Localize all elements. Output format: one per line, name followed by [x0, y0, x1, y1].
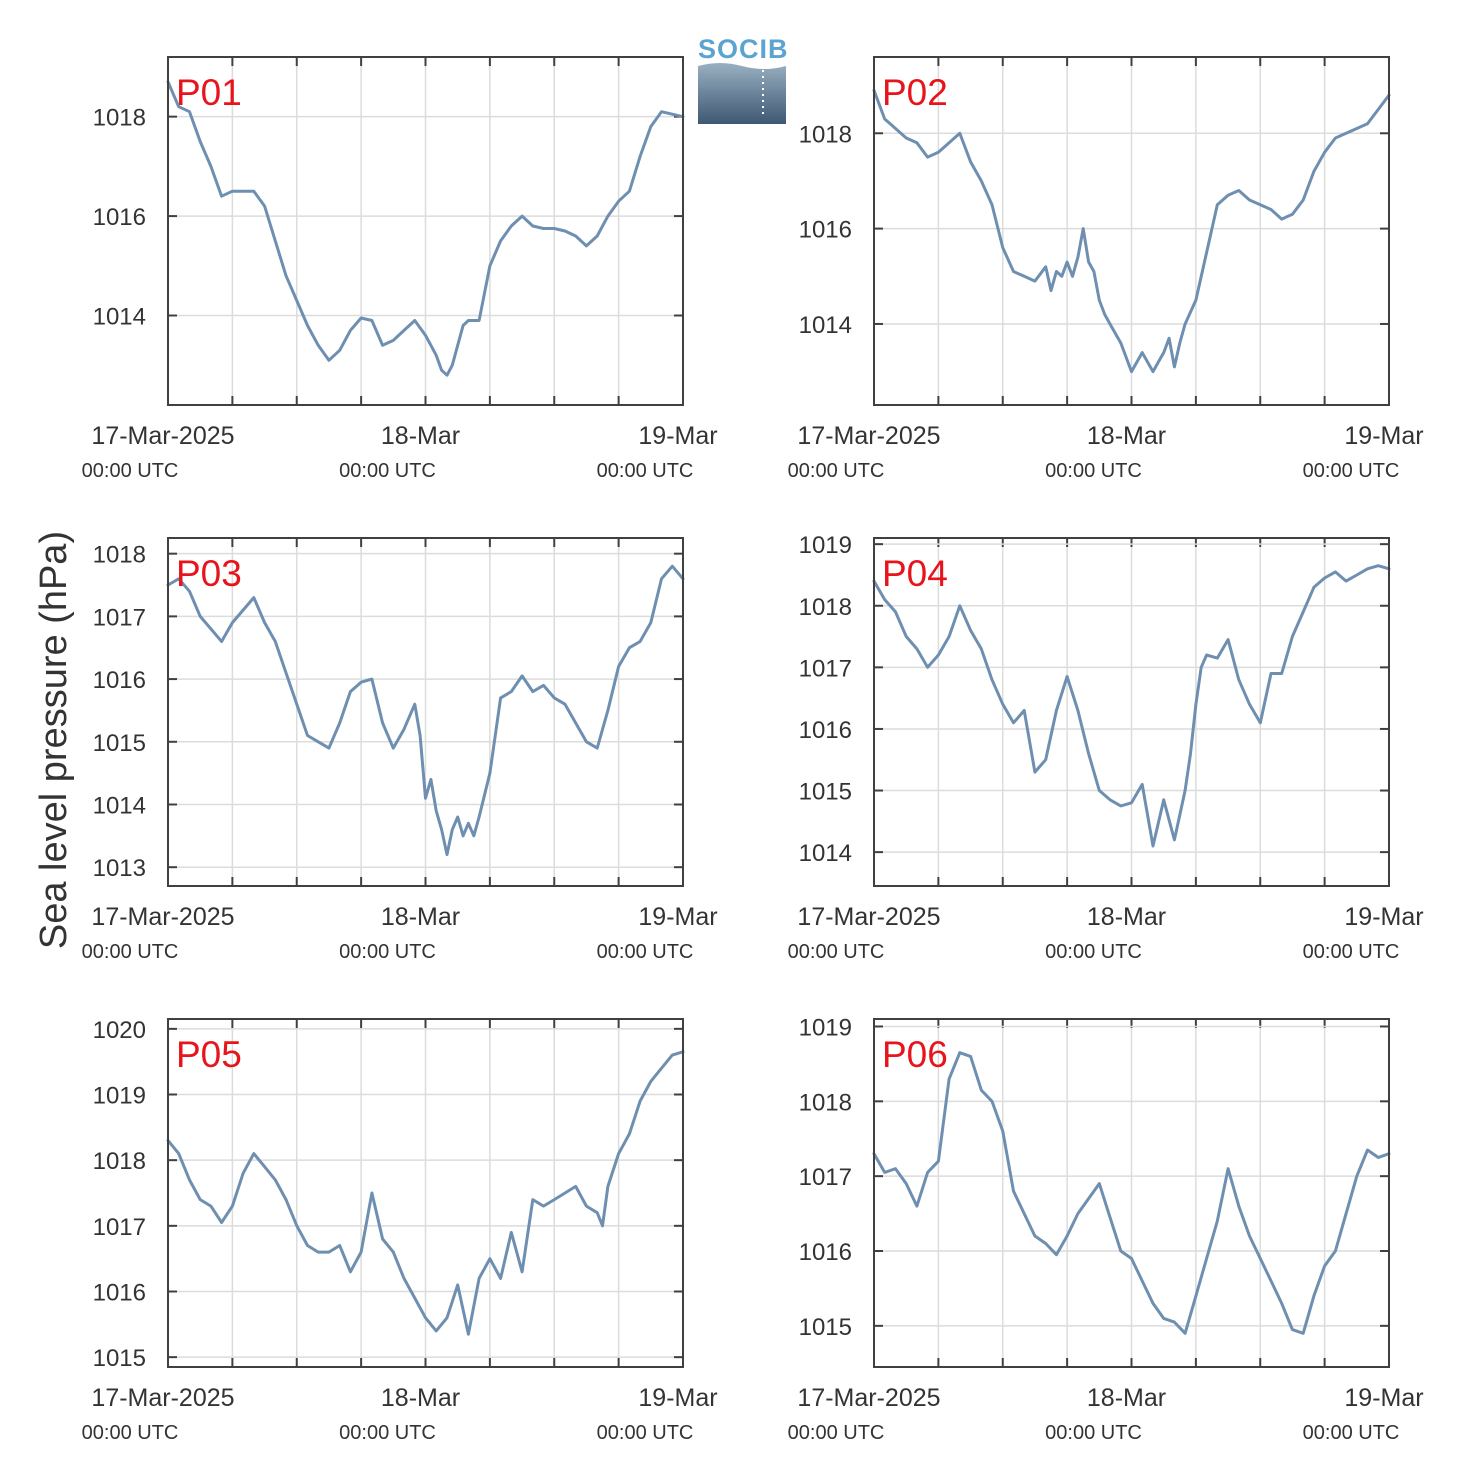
x-tick-time-label: 00:00 UTC — [1303, 1422, 1400, 1444]
x-tick-time-label: 00:00 UTC — [82, 941, 179, 963]
x-tick-date-label: 18-Mar — [381, 903, 460, 931]
panel-p02: 1014 1016 1018 P02 17-Mar-2025 00:00 UTC 18-Ma… — [788, 56, 1424, 482]
axes-frame — [873, 1018, 1390, 1368]
x-tick-time-label: 00:00 UTC — [788, 1422, 885, 1444]
x-tick-time-label: 00:00 UTC — [1045, 460, 1142, 482]
logo-text: SOCIB — [698, 34, 789, 64]
panel-title: P04 — [882, 553, 948, 594]
x-tick-time-label: 00:00 UTC — [82, 460, 179, 482]
y-tick-label: 1017 — [93, 604, 146, 631]
x-tick-time-label: 00:00 UTC — [339, 941, 436, 963]
x-tick-date-label: 19-Mar — [1344, 903, 1423, 931]
y-tick-label: 1017 — [93, 1214, 146, 1241]
y-axis-label: Sea level pressure (hPa) — [33, 531, 75, 949]
y-tick-label: 1019 — [799, 1014, 852, 1041]
axes-frame — [167, 537, 684, 887]
y-tick-label: 1016 — [799, 217, 852, 244]
y-tick-label: 1016 — [799, 1239, 852, 1266]
y-tick-label: 1020 — [93, 1017, 146, 1044]
panel-p03: 1013 1014 1015 1016 1017 1018 P03 17-Mar-2025 00… — [82, 537, 718, 963]
y-tick-label: 1018 — [799, 121, 852, 148]
axes-frame — [873, 537, 1390, 887]
x-tick-date-label: 18-Mar — [1087, 422, 1166, 450]
logo-wave-icon — [698, 63, 786, 124]
series-line — [872, 1051, 1391, 1335]
x-tick-date-label: 18-Mar — [381, 1384, 460, 1412]
panel-p06: 1015 1016 1017 1018 1019 P06 17-Mar-2025 00:00 … — [788, 1014, 1424, 1444]
series-line — [166, 1050, 685, 1336]
panel-title: P03 — [176, 553, 242, 594]
x-tick-date-label: 18-Mar — [1087, 903, 1166, 931]
x-tick-date-label: 17-Mar-2025 — [797, 1384, 940, 1412]
x-tick-time-label: 00:00 UTC — [788, 941, 885, 963]
y-tick-label: 1016 — [93, 667, 146, 694]
y-tick-label: 1014 — [93, 792, 146, 819]
panel-title: P06 — [882, 1034, 948, 1075]
socib-logo: SOCIB — [698, 34, 789, 124]
y-tick-label: 1019 — [799, 532, 852, 559]
series-line — [166, 80, 685, 377]
y-tick-label: 1018 — [93, 542, 146, 569]
panel-p04: 1014 1015 1016 1017 1018 1019 P04 17-Mar-2025 00… — [788, 532, 1424, 963]
y-tick-label: 1015 — [93, 1345, 146, 1372]
x-tick-date-label: 17-Mar-2025 — [91, 1384, 234, 1412]
y-tick-label: 1016 — [93, 1279, 146, 1306]
series-line — [872, 564, 1391, 848]
x-tick-time-label: 00:00 UTC — [597, 1422, 694, 1444]
x-tick-date-label: 17-Mar-2025 — [797, 903, 940, 931]
x-tick-date-label: 19-Mar — [1344, 422, 1423, 450]
y-tick-label: 1015 — [93, 730, 146, 757]
y-tick-label: 1013 — [93, 855, 146, 882]
y-tick-label: 1016 — [799, 717, 852, 744]
x-tick-time-label: 00:00 UTC — [82, 1422, 179, 1444]
x-tick-date-label: 17-Mar-2025 — [91, 422, 234, 450]
axes-frame — [167, 1018, 684, 1368]
y-tick-label: 1014 — [93, 304, 146, 331]
x-tick-date-label: 19-Mar — [1344, 1384, 1423, 1412]
panels: 1014 1016 1018 P01 17-Mar-2025 00:00 UTC 18-Ma… — [82, 56, 1424, 1444]
x-tick-time-label: 00:00 UTC — [1045, 941, 1142, 963]
x-tick-date-label: 19-Mar — [638, 1384, 717, 1412]
y-tick-label: 1019 — [93, 1083, 146, 1110]
y-tick-label: 1015 — [799, 1314, 852, 1341]
x-tick-time-label: 00:00 UTC — [339, 1422, 436, 1444]
series-line — [872, 88, 1391, 374]
panel-p01: 1014 1016 1018 P01 17-Mar-2025 00:00 UTC 18-Ma… — [82, 56, 718, 482]
y-tick-label: 1017 — [799, 655, 852, 682]
x-tick-time-label: 00:00 UTC — [597, 941, 694, 963]
x-tick-date-label: 19-Mar — [638, 422, 717, 450]
panel-title: P05 — [176, 1034, 242, 1075]
axes-frame — [167, 56, 684, 406]
x-tick-time-label: 00:00 UTC — [1303, 460, 1400, 482]
y-tick-label: 1018 — [93, 105, 146, 132]
y-tick-label: 1018 — [93, 1148, 146, 1175]
x-tick-date-label: 17-Mar-2025 — [797, 422, 940, 450]
y-tick-label: 1015 — [799, 779, 852, 806]
y-tick-label: 1014 — [799, 840, 852, 867]
x-tick-date-label: 18-Mar — [381, 422, 460, 450]
series-line — [166, 564, 685, 857]
x-tick-date-label: 18-Mar — [1087, 1384, 1166, 1412]
panel-title: P01 — [176, 72, 242, 113]
y-tick-label: 1018 — [799, 1089, 852, 1116]
y-tick-label: 1016 — [93, 204, 146, 231]
y-tick-label: 1014 — [799, 312, 852, 339]
x-tick-time-label: 00:00 UTC — [1303, 941, 1400, 963]
x-tick-time-label: 00:00 UTC — [788, 460, 885, 482]
x-tick-date-label: 17-Mar-2025 — [91, 903, 234, 931]
y-tick-label: 1017 — [799, 1164, 852, 1191]
y-tick-label: 1018 — [799, 594, 852, 621]
panel-p05: 1015 1016 1017 1018 1019 1020 P05 17-Mar-2025 00… — [82, 1017, 718, 1444]
x-tick-time-label: 00:00 UTC — [597, 460, 694, 482]
x-tick-time-label: 00:00 UTC — [339, 460, 436, 482]
panel-title: P02 — [882, 72, 948, 113]
x-tick-date-label: 19-Mar — [638, 903, 717, 931]
axes-frame — [873, 56, 1390, 406]
x-tick-time-label: 00:00 UTC — [1045, 1422, 1142, 1444]
